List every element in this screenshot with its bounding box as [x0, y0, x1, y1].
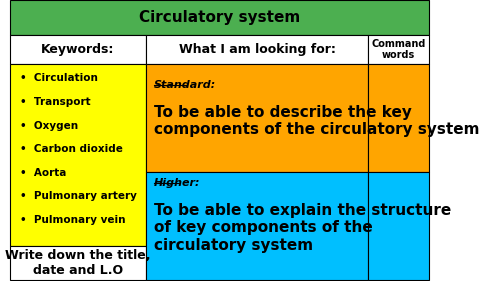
- FancyBboxPatch shape: [10, 246, 146, 280]
- Text: Write down the title,
date and L.O: Write down the title, date and L.O: [5, 249, 150, 277]
- FancyBboxPatch shape: [146, 35, 368, 64]
- Text: •  Carbon dioxide: • Carbon dioxide: [20, 144, 123, 154]
- Text: Describe: Describe: [376, 178, 422, 188]
- Text: Command
words: Command words: [372, 39, 426, 60]
- FancyBboxPatch shape: [10, 35, 146, 64]
- Text: Higher:: Higher:: [154, 178, 200, 188]
- Text: •  Pulmonary artery: • Pulmonary artery: [20, 191, 137, 201]
- Text: Keywords:: Keywords:: [41, 43, 115, 56]
- Text: State: State: [385, 81, 412, 91]
- Text: Circulatory system: Circulatory system: [139, 10, 300, 25]
- Text: •  Oxygen: • Oxygen: [20, 121, 78, 131]
- FancyBboxPatch shape: [146, 64, 368, 172]
- FancyBboxPatch shape: [146, 172, 368, 280]
- Text: •  Pulmonary vein: • Pulmonary vein: [20, 215, 126, 225]
- FancyBboxPatch shape: [10, 0, 429, 35]
- Text: •  Transport: • Transport: [20, 97, 91, 107]
- Text: To be able to explain the structure
of key components of the
circulatory system: To be able to explain the structure of k…: [154, 203, 451, 253]
- FancyBboxPatch shape: [10, 64, 146, 246]
- FancyBboxPatch shape: [368, 35, 429, 64]
- Text: •  Circulation: • Circulation: [20, 73, 98, 83]
- Text: What I am looking for:: What I am looking for:: [178, 43, 336, 56]
- Text: Standard:: Standard:: [154, 80, 216, 90]
- FancyBboxPatch shape: [368, 172, 429, 280]
- Text: To be able to describe the key
components of the circulatory system: To be able to describe the key component…: [154, 105, 479, 137]
- Text: •  Aorta: • Aorta: [20, 168, 66, 178]
- FancyBboxPatch shape: [368, 64, 429, 172]
